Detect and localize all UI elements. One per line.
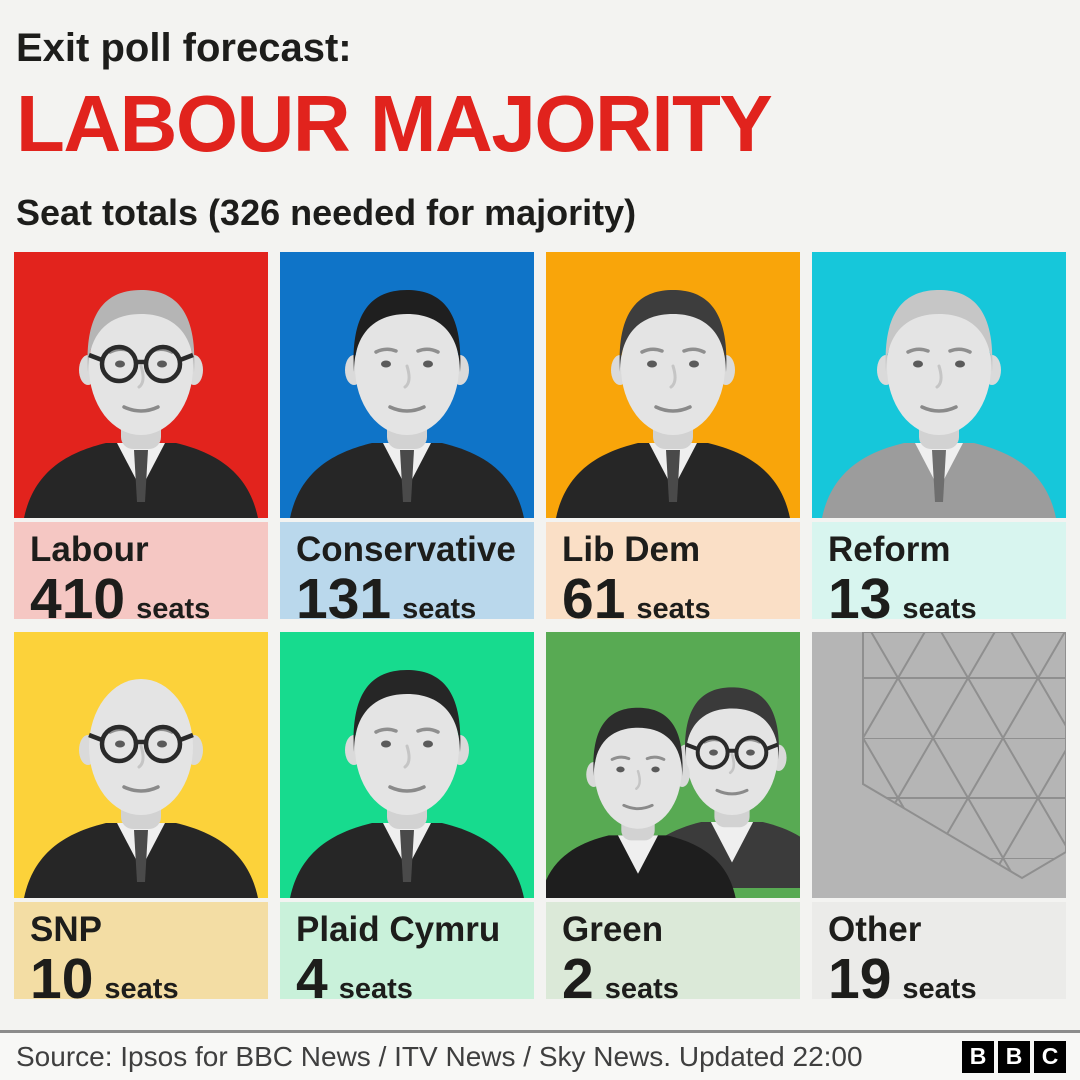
party-name: SNP — [30, 910, 102, 949]
party-card-plaid-cymru: Plaid Cymru 4 seats — [280, 632, 534, 1008]
seat-count: 61 — [562, 567, 626, 632]
footer: Source: Ipsos for BBC News / ITV News / … — [0, 1030, 1080, 1080]
party-card-labour: Labour 410 seats — [14, 252, 268, 628]
party-card-snp: SNP 10 seats — [14, 632, 268, 1008]
party-label-other: Other 19 seats — [812, 902, 1066, 1008]
party-label-conservative: Conservative 131 seats — [280, 522, 534, 628]
leader-portrait-icon — [280, 252, 534, 518]
party-label-snp: SNP 10 seats — [14, 902, 268, 1008]
seats-unit-label: seats — [902, 973, 977, 1006]
party-name: Plaid Cymru — [296, 910, 501, 949]
seats-unit-label: seats — [338, 973, 413, 1006]
bbc-logo-block: B — [962, 1040, 994, 1073]
seat-count: 131 — [296, 567, 392, 632]
seat-count: 13 — [828, 567, 892, 632]
leader-photo-plaid-cymru — [280, 632, 534, 898]
party-label-reform: Reform 13 seats — [812, 522, 1066, 628]
party-card-other: Other 19 seats — [812, 632, 1066, 1008]
co-leader-portrait-icon — [546, 676, 744, 898]
other-parties-tile — [812, 632, 1066, 898]
leader-photo-green — [546, 632, 800, 898]
leader-photo-snp — [14, 632, 268, 898]
triangle-pattern-icon — [862, 632, 1066, 880]
seats-unit-label: seats — [636, 593, 711, 626]
seats-unit-label: seats — [402, 593, 477, 626]
headline: LABOUR MAJORITY — [16, 79, 773, 168]
party-label-labour: Labour 410 seats — [14, 522, 268, 628]
party-name: Reform — [828, 530, 951, 569]
party-label-libdem: Lib Dem 61 seats — [546, 522, 800, 628]
leader-photo-labour — [14, 252, 268, 518]
seat-count: 4 — [296, 947, 328, 1012]
kicker-text: Exit poll forecast: — [16, 26, 352, 70]
header: Exit poll forecast: LABOUR MAJORITY Seat… — [0, 0, 1080, 234]
seat-count: 10 — [30, 947, 94, 1012]
seats-unit-label: seats — [604, 973, 679, 1006]
bbc-logo-block: B — [998, 1040, 1030, 1073]
seats-unit-label: seats — [104, 973, 179, 1006]
party-name: Green — [562, 910, 664, 949]
party-name: Lib Dem — [562, 530, 701, 569]
leader-portrait-icon — [14, 252, 268, 518]
party-label-plaid-cymru: Plaid Cymru 4 seats — [280, 902, 534, 1008]
party-label-green: Green 2 seats — [546, 902, 800, 1008]
party-name: Conservative — [296, 530, 516, 569]
leader-photo-reform — [812, 252, 1066, 518]
source-attribution: Source: Ipsos for BBC News / ITV News / … — [16, 1040, 863, 1072]
leader-photo-libdem — [546, 252, 800, 518]
bbc-logo: B B C — [962, 1040, 1066, 1073]
party-name: Labour — [30, 530, 149, 569]
party-card-conservative: Conservative 131 seats — [280, 252, 534, 628]
party-card-reform: Reform 13 seats — [812, 252, 1066, 628]
leader-portrait-icon — [812, 252, 1066, 518]
leader-photo-conservative — [280, 252, 534, 518]
leader-portrait-icon — [14, 632, 268, 898]
bbc-logo-block: C — [1034, 1040, 1066, 1073]
seats-unit-label: seats — [902, 593, 977, 626]
seat-count: 410 — [30, 567, 126, 632]
party-card-green: Green 2 seats — [546, 632, 800, 1008]
party-card-libdem: Lib Dem 61 seats — [546, 252, 800, 628]
party-cards-grid: Labour 410 seats Conservative 131 seats — [14, 252, 1066, 1008]
leader-portrait-icon — [280, 632, 534, 898]
seats-unit-label: seats — [136, 593, 211, 626]
leader-portrait-icon — [546, 252, 800, 518]
party-name: Other — [828, 910, 922, 949]
subtitle: Seat totals (326 needed for majority) — [16, 192, 637, 233]
seat-count: 19 — [828, 947, 892, 1012]
seat-count: 2 — [562, 947, 594, 1012]
